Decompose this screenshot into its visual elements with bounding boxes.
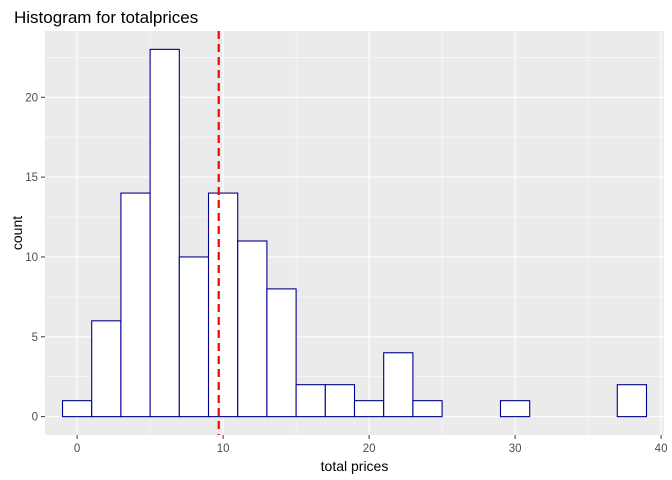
x-tick-label: 40: [655, 443, 668, 455]
x-tick-label: 20: [363, 443, 376, 455]
y-tick-label: 10: [25, 252, 38, 264]
x-axis-ticks: 0 10 20 30 40: [74, 435, 668, 455]
histogram-bar: [178, 256, 210, 418]
histogram-bar: [353, 400, 385, 418]
histogram-bar: [383, 352, 414, 418]
histogram-bar: [207, 192, 239, 418]
histogram-bar: [499, 400, 531, 418]
histogram-bar: [324, 384, 356, 418]
histogram-bar: [266, 288, 297, 418]
y-tick-label: 15: [25, 172, 38, 184]
chart-title: Histogram for totalprices: [14, 8, 198, 27]
y-tick-label: 0: [32, 412, 38, 424]
y-axis-ticks: 0 5 10 15 20: [25, 92, 45, 424]
histogram-bar: [61, 400, 93, 418]
histogram-bar: [149, 48, 180, 418]
x-axis-title: total prices: [321, 458, 389, 474]
y-axis-title: count: [9, 216, 25, 250]
x-tick-label: 30: [509, 443, 522, 455]
histogram-bar: [237, 240, 268, 418]
histogram-bars: [61, 48, 648, 418]
grid-minor: [45, 31, 664, 435]
y-tick-label: 5: [32, 332, 38, 344]
histogram-bar: [91, 320, 122, 418]
x-tick-label: 10: [217, 443, 230, 455]
histogram-bar: [295, 384, 326, 418]
y-tick-label: 20: [25, 92, 38, 104]
histogram-bar: [616, 384, 648, 418]
x-tick-label: 0: [74, 443, 80, 455]
histogram-bar: [412, 400, 443, 418]
histogram-bar: [120, 192, 151, 418]
